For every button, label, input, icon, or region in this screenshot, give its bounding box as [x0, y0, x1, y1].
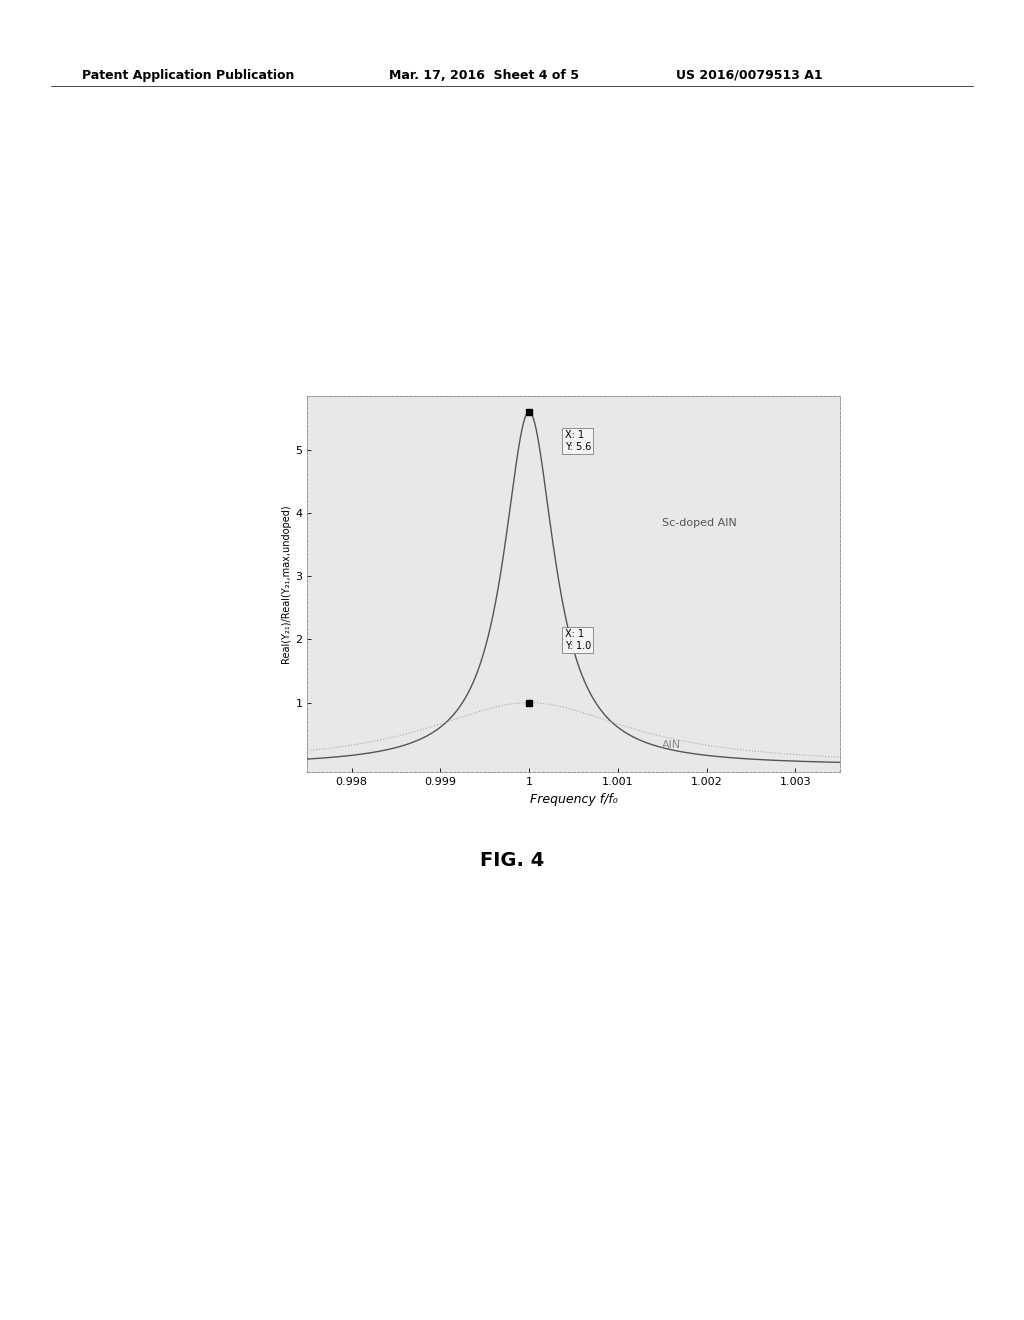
Text: Sc-doped AlN: Sc-doped AlN — [663, 517, 737, 528]
Text: Mar. 17, 2016  Sheet 4 of 5: Mar. 17, 2016 Sheet 4 of 5 — [389, 69, 580, 82]
Text: Patent Application Publication: Patent Application Publication — [82, 69, 294, 82]
Text: US 2016/0079513 A1: US 2016/0079513 A1 — [676, 69, 822, 82]
Text: AlN: AlN — [663, 741, 681, 750]
X-axis label: Frequency f/f₀: Frequency f/f₀ — [529, 792, 617, 805]
Text: X: 1
Y: 1.0: X: 1 Y: 1.0 — [564, 630, 591, 651]
Text: X: 1
Y: 5.6: X: 1 Y: 5.6 — [564, 430, 591, 451]
Text: FIG. 4: FIG. 4 — [480, 851, 544, 870]
Y-axis label: Real(Y₂₁)/Real(Y₂₁,max,undoped): Real(Y₂₁)/Real(Y₂₁,max,undoped) — [281, 504, 291, 664]
